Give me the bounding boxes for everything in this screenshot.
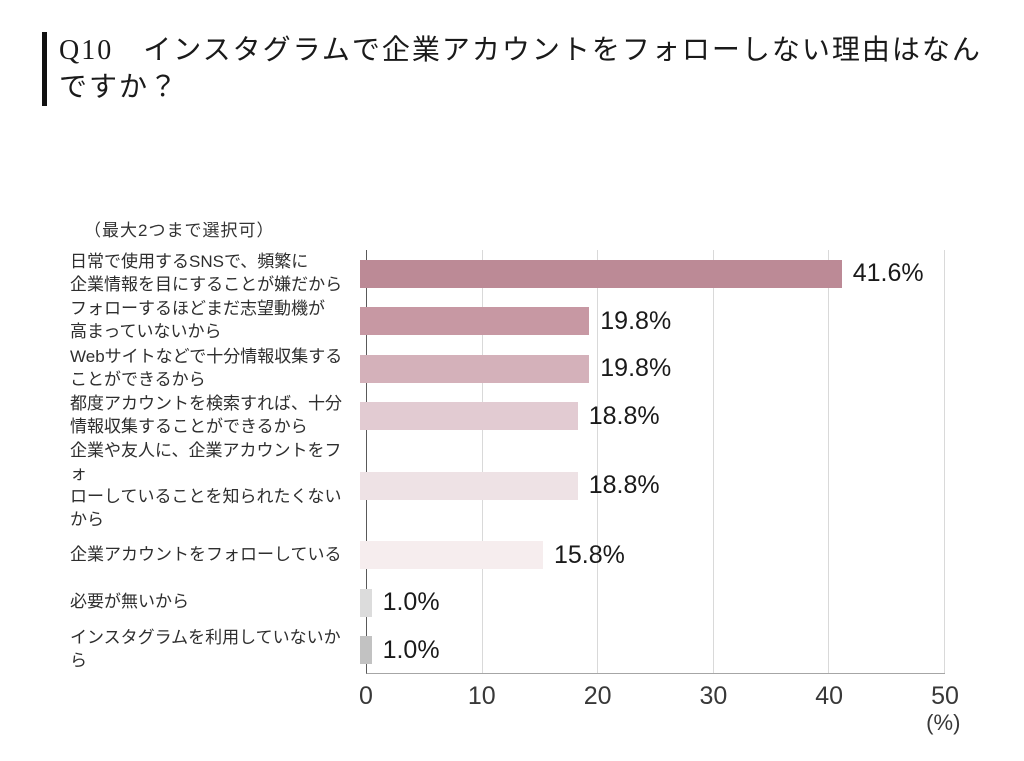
chart-row: インスタグラムを利用していないから 1.0% [70,627,945,674]
category-label: 都度アカウントを検索すれば、十分 情報収集することができるから [70,394,342,437]
bar-track: 1.0% [360,636,939,665]
chart-row: フォローするほどまだ志望動機が 高まっていないから 19.8% [70,297,945,344]
bar [360,307,590,336]
bar-track: 19.8% [360,307,939,336]
bar-value-label: 41.6% [852,259,924,288]
chart-row: 必要が無いから 1.0% [70,579,945,626]
bar-track: 18.8% [360,402,939,431]
chart-rows: 日常で使用するSNSで、頻繁に 企業情報を目にすることが嫌だから 41.6% フォロー… [70,250,945,674]
bar-track: 19.8% [360,354,939,383]
x-axis: (%) 0 10 20 30 40 50 [359,682,960,735]
bar-track: 41.6% [360,259,939,288]
bar [360,588,372,617]
category-label: 企業アカウントをフォローしている [70,544,342,564]
gridline-40 [828,250,830,673]
chart-row: Webサイトなどで十分情報収集する ことができるから 19.8% [70,345,945,392]
bar-value-label: 19.8% [600,354,672,383]
plot-area [366,250,945,674]
x-axis-unit-label: (%) [926,710,961,735]
chart-row: 企業や友人に、企業アカウントをフォ ローしていることを知られたくないから 18.8% [70,440,945,532]
bar [360,354,590,383]
bar-track: 15.8% [360,541,939,570]
x-tick-label-20: 20 [583,682,612,710]
category-label: Webサイトなどで十分情報収集する ことができるから [70,346,343,389]
x-tick-label-30: 30 [699,682,728,710]
page-title: Q10 インスタグラムで企業アカウントをフォローしない理由はなんですか？ [59,35,982,103]
gridline-30 [712,250,714,673]
x-tick-label-10: 10 [467,682,496,710]
gridline-10 [481,250,483,673]
category-label: 必要が無いから [70,592,189,612]
bar [360,471,578,500]
category-label: フォローするほどまだ志望動機が 高まっていないから [70,299,325,342]
bar [360,636,372,665]
bar-track: 18.8% [360,471,939,500]
chart-row: 企業アカウントをフォローしている 15.8% [70,532,945,579]
bar-value-label: 15.8% [553,540,625,569]
bar-value-label: 19.8% [600,306,672,335]
category-label: インスタグラムを利用していないから [70,628,341,671]
gridline-50 [944,250,945,673]
bar-value-label: 18.8% [588,401,660,430]
bar-value-label: 1.0% [382,635,440,664]
chart-note: （最大2つまで選択可） [84,221,275,240]
bar-value-label: 1.0% [382,588,440,617]
x-tick-label-50: 50 [931,682,959,710]
x-tick-label-40: 40 [815,682,844,710]
category-label: 企業や友人に、企業アカウントをフォ ローしていることを知られたくないから [70,440,342,529]
bar [360,259,842,288]
bar [360,541,543,570]
bar-value-label: 18.8% [588,471,660,500]
bar-track: 1.0% [360,588,939,617]
bar [360,402,578,431]
category-label: 日常で使用するSNSで、頻繁に 企業情報を目にすることが嫌だから [70,251,343,294]
x-tick-label-0: 0 [359,682,373,710]
chart-row: 都度アカウントを検索すれば、十分 情報収集することができるから 18.8% [70,392,945,439]
gridline-20 [597,250,599,673]
title-block: Q10 インスタグラムで企業アカウントをフォローしない理由はなんですか？ [42,32,989,106]
chart-row: 日常で使用するSNSで、頻繁に 企業情報を目にすることが嫌だから 41.6% [70,250,945,297]
